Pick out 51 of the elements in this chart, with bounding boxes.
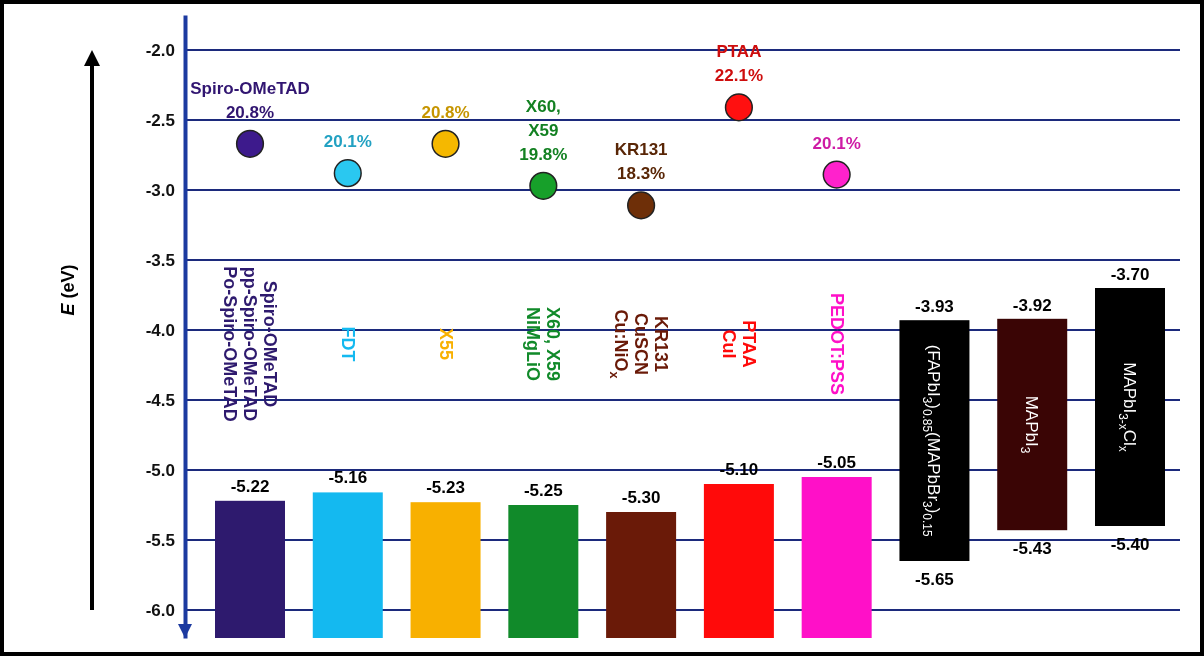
point [235, 129, 265, 158]
y-tick-label: -2.5 [145, 110, 175, 130]
y-tick-label: -3.5 [145, 250, 175, 270]
point [822, 160, 851, 189]
annotation: 20.1% [323, 132, 372, 152]
point [627, 191, 656, 220]
annotation: X60, X59 19.8% [519, 96, 568, 164]
data-label: -5.30 [621, 488, 661, 507]
x-tick-label: Spiro-OMeTAD pp-Spiro-OMeTAD Po-Spiro-OMeTAD [220, 266, 280, 422]
bar [606, 512, 677, 638]
x-tick-label: X60, X59 NiMgLiO [523, 306, 564, 382]
bar [410, 502, 481, 638]
y-tick-label: -2.0 [145, 40, 175, 60]
bar [703, 484, 774, 638]
bar [215, 500, 285, 638]
annotation: 20.1% [812, 133, 861, 153]
annotation: -3.93 [915, 297, 954, 317]
y-axis-title: E (eV) [58, 264, 78, 316]
bar [508, 505, 579, 638]
point [724, 93, 753, 122]
y-tick-label: -4.5 [145, 390, 175, 410]
x-tick-label: PEDOT:PSS [826, 292, 847, 396]
y-tick-label: -4.0 [145, 320, 175, 340]
x-tick-label: X55 [435, 327, 456, 361]
data-label: -5.22 [230, 476, 270, 496]
point [431, 129, 460, 158]
data-label: -5.65 [915, 570, 954, 589]
data-label: -5.23 [426, 478, 465, 498]
bar [801, 477, 872, 638]
point [333, 159, 362, 188]
data-label: -5.40 [1110, 535, 1150, 554]
data-label: -5.43 [1012, 539, 1052, 559]
bar [997, 318, 1068, 531]
y-tick-label: -5.5 [145, 530, 175, 550]
data-label: -5.05 [817, 453, 857, 472]
bar [312, 492, 383, 638]
bar [1095, 288, 1165, 526]
annotation: 20.8% [421, 102, 470, 122]
annotation: -3.92 [1012, 295, 1052, 315]
bar [899, 320, 970, 561]
data-label: -5.25 [523, 481, 563, 500]
annotation: -3.70 [1110, 265, 1150, 284]
y-tick-label: -3.0 [145, 180, 175, 200]
annotation: Spiro-OMeTAD 20.8% [190, 78, 310, 122]
data-label: -5.16 [328, 468, 368, 488]
annotation: KR131 18.3% [614, 140, 668, 184]
y-tick-label: -5.0 [145, 460, 175, 480]
point [529, 171, 558, 200]
y-tick-label: -6.0 [145, 600, 175, 620]
x-tick-label: FDT [337, 326, 358, 362]
x-tick-label: PTAA CuI [718, 320, 759, 368]
